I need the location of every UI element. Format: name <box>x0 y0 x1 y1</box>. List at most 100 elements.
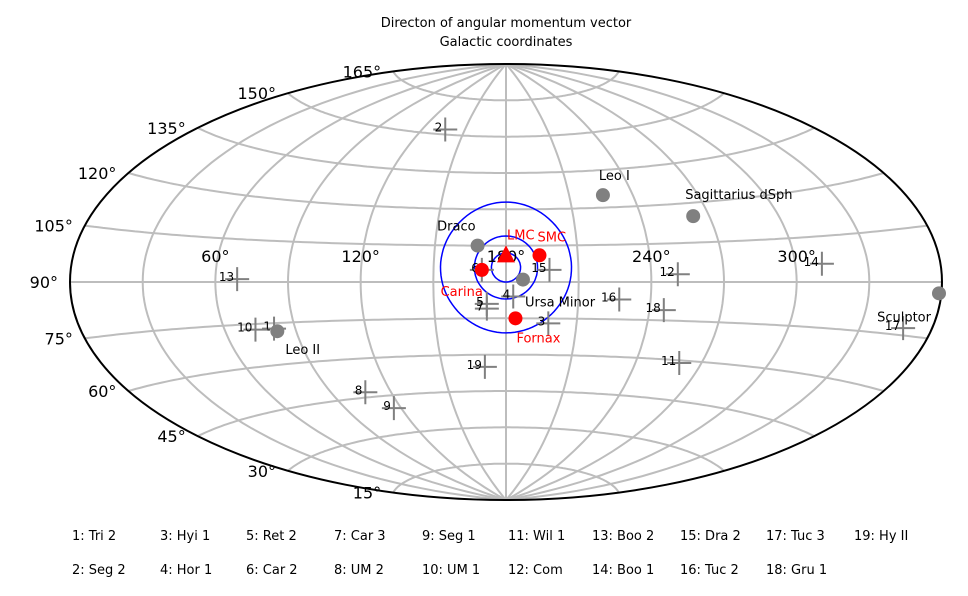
named-marker: Leo I <box>595 169 630 203</box>
numbered-marker-label: 9 <box>383 399 391 413</box>
named-marker: Fornax <box>508 311 561 346</box>
numbered-marker: 9 <box>381 396 406 421</box>
numbered-marker: 16 <box>601 287 632 312</box>
legend-entry: 9: Seg 1 <box>422 529 476 544</box>
legend-entry: 11: Wil 1 <box>508 529 565 544</box>
latitude-tick-label: 135° <box>147 119 186 138</box>
longitude-tick-label: 120° <box>341 247 380 266</box>
named-marker-label: Ursa Minor <box>525 296 596 311</box>
numbered-marker-label: 10 <box>237 321 252 335</box>
legend-entry: 1: Tri 2 <box>72 529 116 544</box>
named-marker-label: Leo II <box>285 343 320 358</box>
numbered-marker-label: 12 <box>660 265 675 279</box>
latitude-tick-label: 90° <box>30 273 58 292</box>
parallel-line <box>197 126 815 174</box>
latitude-tick-label: 45° <box>157 427 185 446</box>
longitude-tick-label: 240° <box>632 247 671 266</box>
numbered-marker: 14 <box>804 251 834 276</box>
numbered-marker: 12 <box>660 262 690 287</box>
parallel-line <box>287 92 725 138</box>
legend-entry: 5: Ret 2 <box>246 529 297 544</box>
numbered-marker: 13 <box>219 267 250 292</box>
latitude-tick-label: 150° <box>237 84 276 103</box>
numbered-marker: 17 <box>885 316 916 341</box>
numbered-marker-label: 6 <box>471 261 479 275</box>
numbered-marker-label: 2 <box>435 120 443 134</box>
named-marker: Sculptor <box>877 286 946 325</box>
numbered-marker: 3 <box>536 311 561 336</box>
named-marker-label: Sagittarius dSph <box>685 188 792 203</box>
named-marker-label: Sculptor <box>877 310 932 325</box>
named-marker: LMC <box>497 228 535 263</box>
numbered-marker: 7 <box>474 296 499 321</box>
numbered-marker-label: 13 <box>219 270 234 284</box>
parallel-line <box>128 353 884 392</box>
legend-entry: 6: Car 2 <box>246 563 298 578</box>
longitude-labels: 60°120°180°240°300° <box>201 247 816 266</box>
numbered-marker: 2 <box>433 117 458 142</box>
legend-entry: 4: Hor 1 <box>160 563 212 578</box>
named-marker: Ursa Minor <box>515 272 596 311</box>
named-marker-label: Fornax <box>516 331 560 346</box>
parallel-line <box>84 317 928 340</box>
numbered-marker-label: 15 <box>531 261 546 275</box>
named-marker-label: Draco <box>437 220 475 235</box>
legend-entry: 8: UM 2 <box>334 563 384 578</box>
legend-entry: 18: Gru 1 <box>766 563 827 578</box>
numbered-marker-label: 11 <box>661 354 676 368</box>
named-marker-label: SMC <box>537 230 566 245</box>
legend-entry: 16: Tuc 2 <box>680 563 739 578</box>
legend-entry: 10: UM 1 <box>422 563 480 578</box>
longitude-tick-label: 300° <box>777 247 816 266</box>
numbered-marker-label: 3 <box>538 314 546 328</box>
named-marker-label: LMC <box>507 228 535 243</box>
numbered-marker-label: 17 <box>885 319 900 333</box>
legend-entry: 15: Dra 2 <box>680 529 741 544</box>
latitude-tick-label: 120° <box>78 164 117 183</box>
chart-title-line-2: Galactic coordinates <box>440 35 573 50</box>
numbered-marker-label: 19 <box>467 358 482 372</box>
legend-entry: 3: Hyi 1 <box>160 529 210 544</box>
numbered-marker: 10 <box>237 317 268 342</box>
legend-entry: 7: Car 3 <box>334 529 386 544</box>
numbered-marker-label: 5 <box>476 295 484 309</box>
legend-entry: 13: Boo 2 <box>592 529 654 544</box>
numbered-marker: 18 <box>646 298 676 323</box>
numbered-marker-label: 18 <box>646 301 661 315</box>
map-boundary <box>69 63 943 501</box>
numbered-marker-label: 16 <box>601 290 616 304</box>
named-marker: Draco <box>437 220 485 253</box>
named-marker-label: Leo I <box>599 169 630 184</box>
latitude-tick-label: 165° <box>343 62 382 81</box>
parallel-line <box>287 426 725 472</box>
numbered-marker: 11 <box>661 350 692 375</box>
legend-entry: 12: Com <box>508 563 563 578</box>
chart-title-line-1: Directon of angular momentum vector <box>381 16 632 31</box>
latitude-tick-label: 30° <box>248 462 276 481</box>
latitude-tick-label: 15° <box>353 484 381 503</box>
legend-entry: 2: Seg 2 <box>72 563 126 578</box>
named-marker: Carina <box>441 262 489 300</box>
numbered-marker: 4 <box>501 284 526 309</box>
latitude-tick-label: 105° <box>34 217 73 236</box>
legend-entry: 19: Hy II <box>854 529 908 544</box>
legend: 1: Tri 2 3: Hyi 1 5: Ret 2 7: Car 3 9: Seg 1… <box>72 529 908 578</box>
numbered-marker-label: 8 <box>355 383 363 397</box>
named-marker: SMC <box>532 230 566 263</box>
numbered-marker-label: 4 <box>503 288 511 302</box>
latitude-tick-label: 75° <box>45 329 73 348</box>
numbered-marker-label: 1 <box>263 320 271 334</box>
parallel-line <box>128 172 884 211</box>
parallel-line <box>392 70 620 102</box>
named-marker: Leo II <box>270 324 320 358</box>
numbered-marker-label: 7 <box>476 300 484 314</box>
named-marker: Sagittarius dSph <box>685 188 793 224</box>
numbered-marker: 15 <box>531 257 562 282</box>
named-marker-label: Carina <box>441 285 483 300</box>
parallel-line <box>392 462 620 494</box>
latitude-labels: 165° 150° 135° 120° 105° 90° 75° 60° 45° 30° 15° <box>30 62 381 502</box>
latitude-tick-label: 60° <box>88 382 116 401</box>
named-markers: Leo I Sagittarius dSph Draco Ursa Minor Leo … <box>270 169 946 358</box>
longitude-tick-label: 60° <box>201 247 229 266</box>
